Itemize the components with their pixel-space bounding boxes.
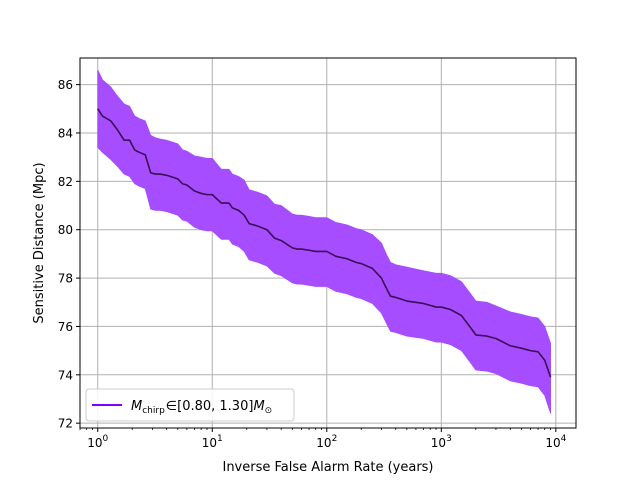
- legend-unit-subscript: ⊙: [265, 406, 273, 416]
- x-tick-label-exponent: 1: [217, 434, 223, 444]
- x-tick-label-base: 10: [87, 436, 102, 450]
- legend-subscript: chirp: [142, 406, 165, 416]
- x-tick-label-exponent: 4: [561, 434, 567, 444]
- y-tick-label: 82: [58, 175, 73, 189]
- legend-unit-symbol: M: [253, 399, 264, 414]
- y-tick-label: 78: [58, 272, 73, 286]
- legend-frame: [85, 388, 295, 422]
- plot-area: [97, 69, 552, 414]
- x-tick-label: 103: [431, 434, 452, 450]
- legend-symbol: M: [131, 399, 142, 414]
- x-tick-label: 102: [316, 434, 337, 450]
- x-tick-label-exponent: 3: [446, 434, 452, 444]
- legend-label: Mchirp∈[0.80, 1.30]M⊙: [131, 399, 272, 416]
- x-tick-label-base: 10: [316, 436, 331, 450]
- x-tick-label-base: 10: [545, 436, 560, 450]
- y-tick-label: 76: [58, 320, 73, 334]
- legend-relation: ∈: [166, 399, 177, 414]
- y-tick-label: 74: [58, 368, 73, 382]
- x-tick-label-base: 10: [202, 436, 217, 450]
- x-tick-label: 101: [202, 434, 223, 450]
- x-tick-label: 104: [545, 434, 566, 450]
- x-tick-label-exponent: 0: [103, 434, 109, 444]
- x-axis-label: Inverse False Alarm Rate (years): [222, 460, 433, 475]
- y-axis-label: Sensitive Distance (Mpc): [32, 162, 47, 323]
- y-tick-label: 72: [58, 417, 73, 431]
- y-tick-label: 80: [58, 223, 73, 237]
- series-line: [97, 108, 552, 378]
- legend: Mchirp∈[0.80, 1.30]M⊙: [85, 388, 295, 422]
- y-tick-label: 86: [58, 78, 73, 92]
- x-tick-label-exponent: 2: [332, 434, 338, 444]
- y-tick-label: 84: [58, 126, 73, 140]
- legend-range: [0.80, 1.30]: [177, 399, 253, 414]
- confidence-band: [97, 69, 551, 414]
- x-tick-label: 100: [87, 434, 108, 450]
- axes-frame: [79, 57, 577, 429]
- x-tick-label-base: 10: [431, 436, 446, 450]
